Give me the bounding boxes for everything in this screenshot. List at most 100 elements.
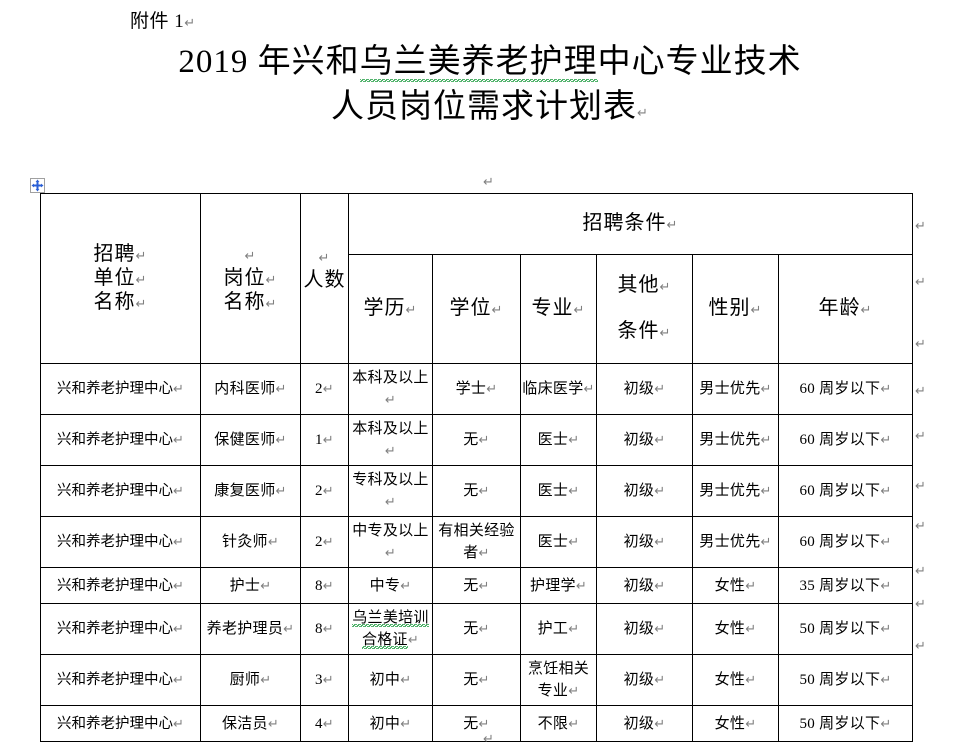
pilcrow-mark: ↵ [384,443,397,458]
cell-unit: 兴和养老护理中心↵ [40,414,201,466]
cell-text: 60 周岁以下 [799,483,881,499]
pilcrow-mark: ↵ [173,621,184,636]
cell-age: 60 周岁以下↵ [778,465,913,517]
cell-education: 初中↵ [348,654,433,706]
header-gender: 性别↵ [692,254,779,364]
cell-headcount: 8↵ [300,603,349,655]
cell-text: 初级 [623,534,655,550]
cell-other: 初级↵ [596,516,693,568]
cell-text: 无 [463,577,479,594]
pilcrow-mark: ↵ [173,381,184,396]
pilcrow-mark: ↵ [654,483,666,498]
pilcrow-mark: ↵ [322,381,334,396]
cell-other: 初级↵ [596,414,693,466]
cell-age: 50 周岁以下↵ [778,603,913,655]
cell-other: 初级↵ [596,363,693,415]
cell-degree: 无↵ [432,603,521,655]
cell-text: 兴和养老护理中心 [57,621,174,637]
header-position-name-line-1: ↵ [202,243,299,267]
pilcrow-mark: ↵ [575,577,588,593]
cell-text: 无 [463,432,479,448]
header-headcount: ↵ 人数 [300,193,349,364]
page-title-line-1-flagged-text: 乌兰美养老护理 [359,44,598,82]
cell-text: 临床医学 [522,381,584,397]
cell-unit: 兴和养老护理中心↵ [40,654,201,706]
cell-headcount: 3↵ [300,654,349,706]
pilcrow-mark: ↵ [478,432,490,447]
pilcrow-mark: ↵ [322,534,334,549]
pilcrow-mark: ↵ [173,432,184,447]
pilcrow-mark: ↵ [260,577,272,593]
attachment-label-text: 附件 1 [130,11,185,32]
cell-text: 保健医师 [214,432,276,448]
cell-text: 男士优先 [699,432,761,448]
pilcrow-mark: ↵ [275,483,287,498]
cell-major: 护工↵ [520,603,597,655]
cell-text: 60 周岁以下 [799,432,881,448]
pilcrow-mark: ↵ [654,577,666,593]
pilcrow-mark: ↵ [405,302,418,317]
header-text: 年龄 [818,297,861,319]
pilcrow-mark: ↵ [750,302,763,317]
pilcrow-mark: ↵ [654,381,666,396]
cell-text: 初中 [369,672,401,688]
pilcrow-mark: ↵ [760,381,772,396]
cell-text: 中专 [369,577,401,594]
page-title-line-1: 2019 年兴和乌兰美养老护理中心专业技术 [60,40,920,85]
cell-degree: 无↵ [432,705,521,742]
header-text: 人数 [303,268,346,291]
cell-degree: 无↵ [432,465,521,517]
page-title-line-2: 人员岗位需求计划表↵ [60,85,920,135]
pilcrow-mark: ↵ [275,432,287,447]
cell-degree: 学士↵ [432,363,521,415]
pilcrow-mark: ↵ [880,381,892,396]
cell-text: 学士 [455,381,487,397]
header-headcount-line-2: 人数 [302,269,347,291]
header-text: 性别 [708,297,751,319]
cell-education: 本科及以上 ↵ [348,363,433,415]
pilcrow-mark: ↵ [173,534,184,549]
cell-text: 本科及以上 [352,421,429,437]
cell-text: 女性 [714,715,746,732]
pilcrow-mark: ↵ [173,577,184,593]
pilcrow-mark: ↵ [654,621,666,636]
cell-other: 初级↵ [596,705,693,742]
header-text: 其他 [617,274,660,296]
pilcrow-mark: ↵ [568,715,580,731]
cell-text: 女性 [714,672,746,688]
header-text: 名称 [93,290,136,313]
pilcrow-mark: ↵ [322,672,334,687]
pilcrow-mark: ↵ [568,534,580,549]
cell-text: 烹饪相关专业 [527,661,590,699]
cell-text: 男士优先 [699,483,761,499]
cell-text: 50 周岁以下 [799,672,881,688]
pilcrow-mark: ↵ [880,577,892,593]
pilcrow-mark: ↵ [637,105,649,120]
page-title-line-1-suffix: 中心专业技术 [597,44,802,80]
pilcrow-mark: ↵ [135,247,148,263]
cell-age: 50 周岁以下↵ [778,705,913,742]
pilcrow-mark: ↵ [384,545,397,560]
cell-other: 初级↵ [596,654,693,706]
header-recruiting-unit: 招聘↵ 单位↵ 名称↵ [40,193,201,364]
pilcrow-mark: ↵ [400,715,412,731]
cell-gender: 女性↵ [692,705,779,742]
cell-unit: 兴和养老护理中心↵ [40,465,201,517]
table-move-handle[interactable] [30,178,45,193]
cell-text: 初级 [623,577,655,594]
pilcrow-mark: ↵ [654,672,666,687]
paragraph-mark-above-table: ↵ [483,174,494,189]
cell-other: 初级↵ [596,567,693,604]
header-position-name: ↵ 岗位↵ 名称↵ [200,193,301,364]
pilcrow-mark: ↵ [173,483,184,498]
header-other-conditions-spacer [598,298,691,320]
header-other-conditions-line-1: 其他↵ [598,274,691,298]
pilcrow-mark: ↵ [322,432,334,447]
cell-text: 8 [314,621,323,637]
pilcrow-mark: ↵ [568,432,580,447]
pilcrow-mark: ↵ [491,302,504,317]
cell-text: 养老护理员 [206,621,284,637]
cell-headcount: 2↵ [300,465,349,517]
cell-text: 2 [314,534,323,550]
header-headcount-line-3 [302,291,347,313]
